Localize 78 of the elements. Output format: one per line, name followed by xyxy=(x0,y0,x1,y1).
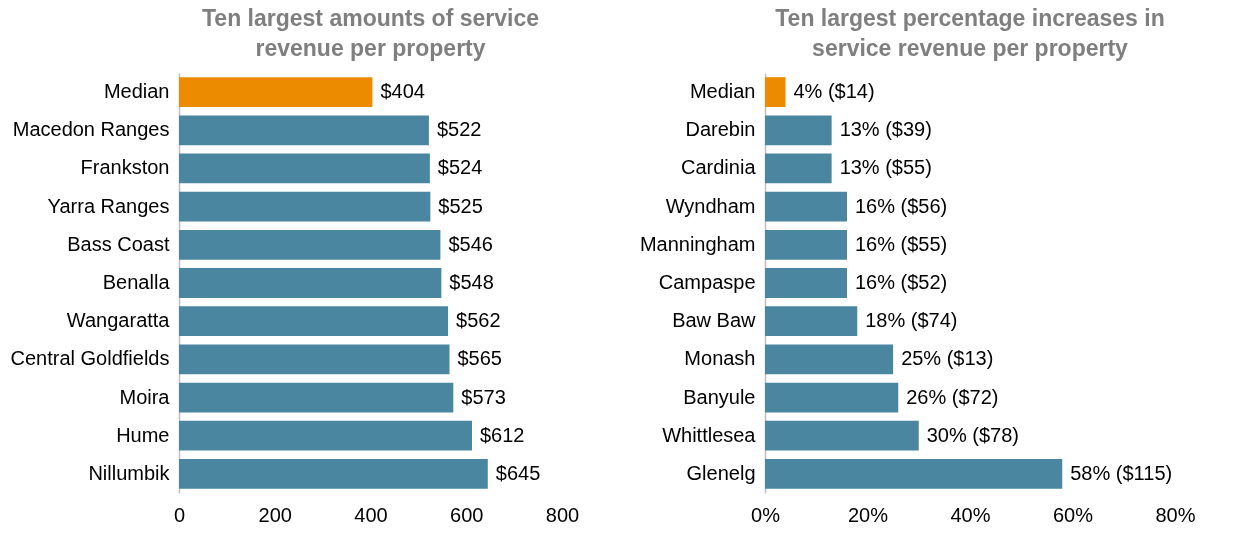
data-label: $524 xyxy=(437,156,483,179)
bar xyxy=(765,344,894,375)
bar xyxy=(765,459,1063,489)
data-label: 16% ($55) xyxy=(855,232,948,255)
data-label: 16% ($56) xyxy=(855,194,948,217)
data-label: $645 xyxy=(495,461,541,484)
y-tick-label: Benalla xyxy=(102,271,171,293)
y-tick-label: Hume xyxy=(116,423,170,446)
bar xyxy=(179,306,449,337)
data-label: $525 xyxy=(438,194,483,217)
data-label: $548 xyxy=(449,271,494,293)
data-label: 58% ($115) xyxy=(1070,461,1173,484)
y-tick-label: Wyndham xyxy=(665,194,756,217)
data-label: 13% ($39) xyxy=(839,118,932,141)
y-tick-label: Whittlesea xyxy=(662,423,757,446)
bar xyxy=(765,229,847,260)
bar xyxy=(179,344,450,375)
data-label: $404 xyxy=(380,80,425,103)
bar xyxy=(765,77,786,107)
y-tick-label: Manningham xyxy=(639,232,756,255)
bar xyxy=(765,420,919,451)
y-tick-label: Campaspe xyxy=(658,271,756,293)
x-tick-label: 0% xyxy=(751,503,781,526)
bar xyxy=(179,191,431,222)
y-tick-label: Median xyxy=(689,80,756,103)
bar xyxy=(179,459,488,489)
bar xyxy=(765,191,847,222)
bar xyxy=(765,306,858,337)
data-label: $522 xyxy=(436,118,482,141)
data-label: $562 xyxy=(456,309,501,332)
bar xyxy=(179,115,429,146)
data-label: $612 xyxy=(479,423,525,446)
data-label: $565 xyxy=(457,347,502,370)
bar xyxy=(179,153,430,184)
y-tick-label: Frankston xyxy=(80,156,170,179)
y-tick-label: Glenelg xyxy=(686,461,756,484)
y-tick-label: Wangaratta xyxy=(66,309,171,332)
x-tick-label: 60% xyxy=(1052,503,1094,526)
data-label: 13% ($55) xyxy=(839,156,932,179)
data-label: $573 xyxy=(461,385,506,408)
bar xyxy=(765,382,899,413)
bar xyxy=(179,229,441,260)
data-label: 4% ($14) xyxy=(793,80,875,103)
bar xyxy=(765,115,832,146)
x-tick-label: 80% xyxy=(1155,503,1196,526)
bar xyxy=(765,268,847,298)
x-tick-label: 800 xyxy=(545,503,580,526)
x-tick-label: 20% xyxy=(847,503,889,526)
y-tick-label: Banyule xyxy=(683,385,756,408)
y-tick-label: Median xyxy=(103,80,170,103)
y-tick-label: Yarra Ranges xyxy=(47,194,170,217)
x-tick-label: 600 xyxy=(450,503,484,526)
bar xyxy=(765,153,832,184)
y-tick-label: Monash xyxy=(684,347,756,370)
y-tick-label: Macedon Ranges xyxy=(12,118,170,141)
bar xyxy=(179,268,442,298)
y-tick-label: Nillumbik xyxy=(88,461,171,484)
bar xyxy=(179,382,454,413)
y-tick-label: Baw Baw xyxy=(672,309,757,332)
data-label: 16% ($52) xyxy=(855,271,948,293)
data-label: 30% ($78) xyxy=(926,423,1020,446)
y-tick-label: Moira xyxy=(119,385,171,408)
x-tick-label: 0 xyxy=(173,503,186,526)
data-label: 26% ($72) xyxy=(906,385,999,408)
x-tick-label: 40% xyxy=(950,503,991,526)
bar xyxy=(179,77,373,107)
y-tick-label: Darebin xyxy=(685,118,756,141)
x-tick-label: 200 xyxy=(258,503,292,526)
x-tick-label: 400 xyxy=(354,503,388,526)
data-label: 25% ($13) xyxy=(901,347,994,370)
data-label: $546 xyxy=(448,232,493,255)
chart-title: Ten largest amounts of service revenue per property xyxy=(201,5,540,61)
y-tick-label: Bass Coast xyxy=(67,232,170,255)
y-tick-label: Central Goldfields xyxy=(10,347,170,370)
chart-title: Ten largest percentage increases in service revenue per property xyxy=(775,5,1165,61)
y-tick-label: Cardinia xyxy=(681,156,757,179)
bar xyxy=(179,420,472,451)
data-label: 18% ($74) xyxy=(865,309,958,332)
